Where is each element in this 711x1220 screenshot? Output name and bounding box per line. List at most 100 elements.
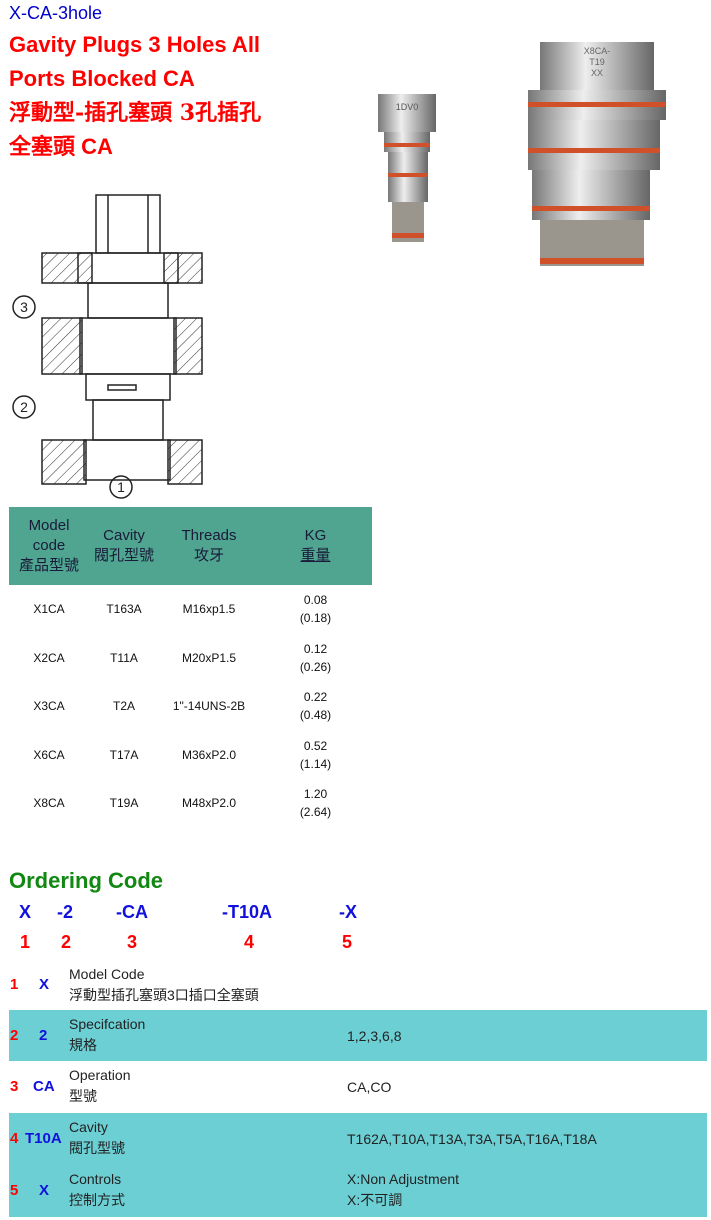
table-row: X3CA T2A 1"-14UNS-2B 0.22 (0.48) [9, 682, 372, 731]
code-number: 2 [61, 932, 72, 952]
kg-value: 0.22 [303, 690, 328, 705]
code-part: -2 [57, 902, 74, 922]
row-label: Specifcation [69, 1016, 146, 1032]
cavity-cell: T19A [109, 796, 139, 811]
photo-label: XX [591, 68, 603, 78]
code-part: -X [339, 902, 357, 922]
row-code: X [39, 976, 50, 993]
row-label-zh: 浮動型插孔塞頭3口插口全塞頭 [69, 987, 259, 1003]
title-line: Ports Blocked CA [9, 66, 195, 91]
col-header: Cavity [103, 527, 145, 544]
row-code: T10A [25, 1130, 62, 1147]
kg-value: 0.52 [303, 738, 328, 753]
threads-cell: M36xP2.0 [181, 747, 237, 762]
photo-label: 1DV0 [396, 102, 419, 112]
threads-cell: M48xP2.0 [181, 796, 237, 811]
row-number: 3 [10, 1078, 19, 1095]
ordering-row: 5 X Controls 控制方式 X:Non Adjustment X:不可調 [9, 1165, 707, 1217]
kg-value: 1.20 [303, 787, 328, 802]
row-label-zh: 型號 [69, 1088, 97, 1104]
row-number: 2 [10, 1026, 19, 1044]
code-number: 1 [20, 932, 31, 952]
table-row: X6CA T17A M36xP2.0 0.52 (1.14) [9, 731, 372, 780]
lb-value: (0.26) [299, 659, 332, 674]
code-number: 5 [342, 932, 353, 952]
lb-value: (1.14) [299, 756, 332, 771]
row-number: 4 [10, 1130, 19, 1147]
ordering-code-title: Ordering Code [9, 868, 164, 893]
cross-section-drawing: 3 2 1 [12, 194, 203, 499]
ordering-row: 4 T10A Cavity 閥孔型號 T162A,T10A,T13A,T3A,T5A,T… [9, 1113, 707, 1165]
col-header: 重量 [300, 547, 331, 564]
model-cell: X6CA [33, 747, 65, 762]
lb-value: (2.64) [299, 805, 332, 820]
code-number: 4 [244, 932, 255, 952]
photo-label: X8CA- [584, 46, 611, 56]
product-photos: 1DV0 X8CA- T19 XX [378, 42, 666, 266]
row-label-zh: 控制方式 [69, 1192, 125, 1208]
port-label: 2 [20, 399, 28, 415]
ordering-row: 3 CA Operation 型號 CA,CO [9, 1061, 707, 1113]
cavity-cell: T163A [106, 602, 142, 617]
cavity-cell: T2A [112, 699, 135, 714]
col-header: code [32, 537, 66, 554]
ordering-row: 2 2 Specifcation 規格 1,2,3,6,8 [9, 1010, 707, 1061]
row-value-2: X:不可調 [347, 1192, 403, 1208]
col-header: Model [28, 517, 70, 534]
kg-cell: 0.22 (0.48) [259, 682, 372, 731]
kg-cell: 0.12 (0.26) [259, 634, 372, 683]
kg-cell: 0.08 (0.18) [259, 585, 372, 634]
lb-value: (0.18) [299, 611, 332, 626]
col-header: 攻牙 [193, 547, 224, 564]
row-value: T162A,T10A,T13A,T3A,T5A,T16A,T18A [347, 1131, 597, 1147]
kg-cell: 1.20 (2.64) [259, 779, 372, 828]
row-value: CA,CO [347, 1079, 392, 1095]
row-label: Controls [69, 1171, 122, 1187]
port-label: 1 [117, 479, 125, 495]
title-line: Gavity Plugs 3 Holes All [9, 32, 261, 57]
cavity-cell: T11A [110, 650, 138, 665]
row-value: X:Non Adjustment [347, 1171, 460, 1187]
threads-cell: 1"-14UNS-2B [172, 699, 246, 714]
row-value: 1,2,3,6,8 [347, 1027, 402, 1044]
code-part: -T10A [222, 902, 273, 922]
col-header: KG [304, 527, 327, 544]
table-row: X8CA T19A M48xP2.0 1.20 (2.64) [9, 779, 372, 828]
photo-label: T19 [589, 57, 605, 67]
row-label: Model Code [69, 966, 145, 982]
model-cell: X3CA [33, 699, 65, 714]
col-header: 產品型號 [18, 557, 79, 574]
row-code: X [39, 1182, 50, 1199]
model-cell: X1CA [33, 602, 65, 617]
title-line: 全塞頭 CA [9, 134, 113, 159]
kg-value: 0.08 [303, 593, 328, 608]
model-cell: X2CA [33, 650, 65, 665]
col-header: Threads [181, 527, 237, 544]
code-number: 3 [127, 932, 138, 952]
ordering-row: 1 X Model Code 浮動型插孔塞頭3口插口全塞頭 [9, 960, 707, 1010]
code-part: X [19, 902, 32, 922]
threads-cell: M20xP1.5 [181, 650, 237, 665]
row-label-zh: 閥孔型號 [69, 1140, 125, 1156]
row-code: 2 [39, 1026, 48, 1044]
model-cell: X8CA [33, 796, 65, 811]
row-label: Cavity [69, 1119, 108, 1135]
row-label-zh: 規格 [69, 1037, 97, 1053]
table-row: X2CA T11A M20xP1.5 0.12 (0.26) [9, 634, 372, 683]
title-line: 浮動型-插孔塞頭 3孔插孔 [9, 100, 262, 126]
col-header: 閥孔型號 [93, 547, 154, 564]
row-number: 1 [10, 976, 19, 993]
kg-cell: 0.52 (1.14) [259, 731, 372, 780]
kg-value: 0.12 [303, 641, 328, 656]
row-label: Operation [69, 1067, 131, 1083]
spec-table: Model code 產品型號 Cavity 閥孔型號 Threads 攻牙 KG 重量 … [9, 507, 372, 828]
threads-cell: M16xp1.5 [182, 602, 236, 617]
code-part: -CA [116, 902, 148, 922]
cavity-cell: T17A [109, 747, 139, 762]
lb-value: (0.48) [299, 708, 332, 723]
port-label: 3 [20, 299, 28, 315]
row-number: 5 [10, 1182, 19, 1199]
product-code: X-CA-3hole [9, 3, 103, 23]
table-row: X1CA T163A M16xp1.5 0.08 (0.18) [9, 585, 372, 634]
row-code: CA [33, 1078, 55, 1095]
